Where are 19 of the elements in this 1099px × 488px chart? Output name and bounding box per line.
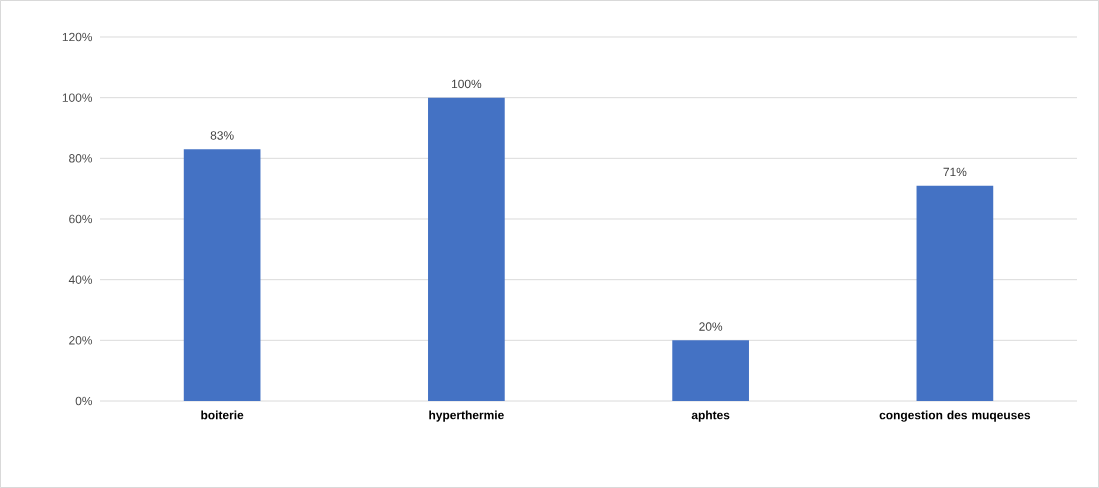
bar [672, 340, 749, 401]
y-tick-label: 100% [62, 93, 93, 102]
bar [916, 185, 994, 401]
bar [183, 149, 261, 401]
data-label: 100% [452, 79, 482, 89]
bar [428, 97, 505, 401]
data-label: 71% [943, 167, 967, 177]
y-tick-label: 120% [62, 32, 93, 42]
x-tick-label: hyperthermie [429, 410, 504, 422]
x-tick-label: aphtes [691, 410, 730, 422]
data-label: 20% [699, 322, 723, 331]
y-tick-label: 40% [68, 275, 93, 284]
y-tick-label: 20% [69, 336, 93, 345]
x-tick-label: boiterie [201, 410, 244, 420]
y-tick-label: 0% [75, 396, 93, 406]
data-label: 83% [210, 131, 234, 140]
y-tick-label: 60% [69, 214, 93, 224]
y-tick-label: 80% [69, 154, 93, 163]
x-tick-label: congestion des muqeuses [879, 410, 1031, 422]
